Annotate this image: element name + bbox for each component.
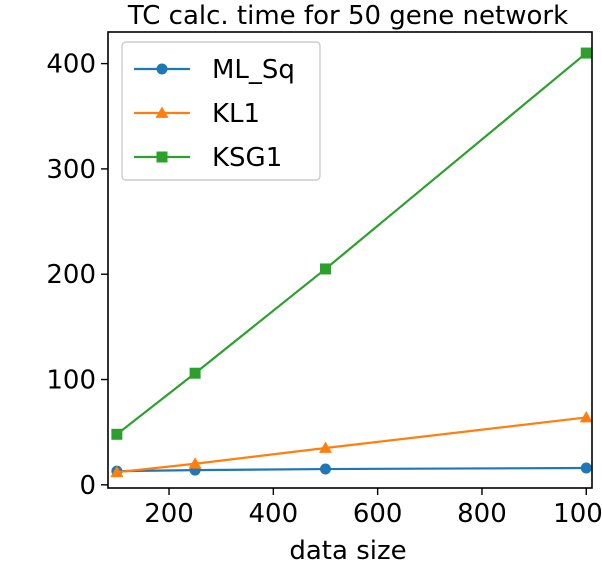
- y-tick-label: 0: [79, 471, 96, 501]
- series-line: [116, 466, 587, 473]
- data-point: [579, 410, 593, 423]
- x-tick-label: 400: [249, 499, 299, 529]
- y-tick-label: 400: [46, 50, 96, 80]
- plot-area: [110, 47, 593, 478]
- legend-label: KL1: [212, 99, 260, 129]
- series-line: [116, 416, 587, 474]
- y-axis: 0 100 200 300 400: [46, 50, 108, 501]
- legend-label: ML_Sq: [212, 55, 295, 85]
- x-tick-label: 800: [457, 499, 507, 529]
- y-tick-label: 200: [46, 260, 96, 290]
- data-point: [319, 463, 331, 475]
- legend-marker: [156, 151, 168, 163]
- y-tick-label: 300: [46, 155, 96, 185]
- legend: ML_Sq KL1 KSG1: [121, 41, 321, 181]
- data-point: [319, 263, 331, 275]
- legend-box: [121, 41, 321, 181]
- y-tick-label: 100: [46, 366, 96, 396]
- x-tick-label: 600: [353, 499, 403, 529]
- x-axis-label: data size: [289, 536, 406, 563]
- data-point: [111, 428, 123, 440]
- data-point: [189, 367, 201, 379]
- data-point: [110, 465, 124, 478]
- data-point: [580, 462, 592, 474]
- legend-label: KSG1: [212, 143, 282, 173]
- series-line: [116, 52, 587, 436]
- data-point: [318, 441, 332, 453]
- data-point: [188, 457, 202, 469]
- plot-frame: [107, 31, 593, 489]
- chart-title: TC calc. time for 50 gene network: [127, 1, 568, 31]
- data-point: [580, 47, 592, 59]
- x-tick-label: 200: [144, 499, 194, 529]
- legend-marker: [156, 63, 168, 75]
- legend-marker: [155, 106, 169, 118]
